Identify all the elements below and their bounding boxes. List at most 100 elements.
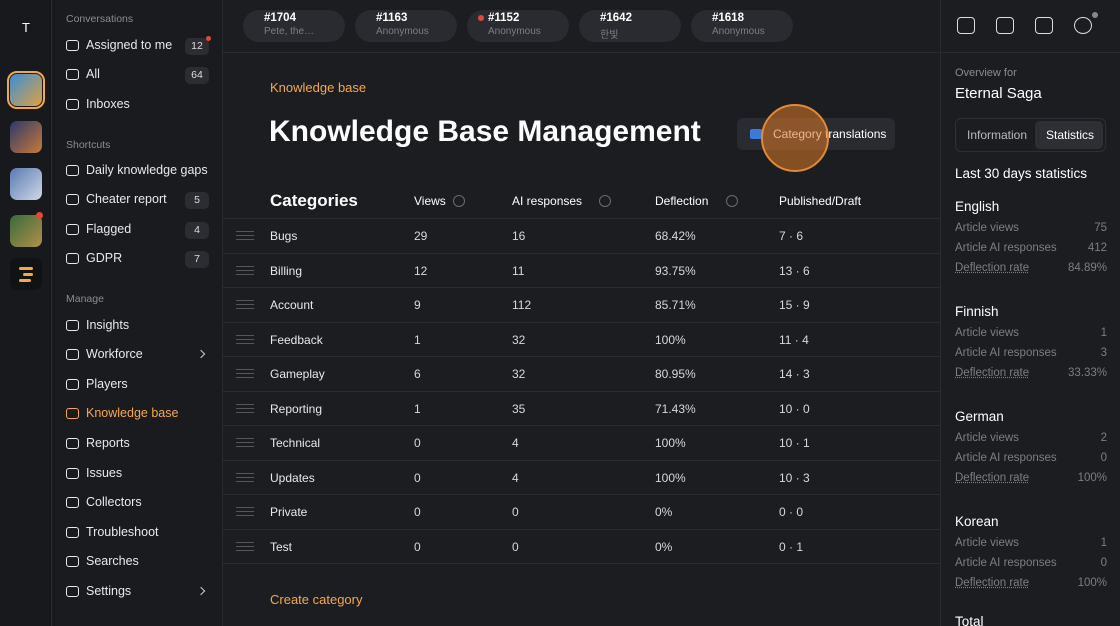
count-badge: 4 [185,222,209,239]
game-avatar[interactable] [10,215,42,247]
nav-item[interactable]: Knowledge base [86,406,179,420]
game-avatar[interactable] [7,71,45,109]
drag-handle[interactable] [236,511,254,512]
nav-item[interactable]: Reports [86,436,130,450]
conversation-tab[interactable] [579,10,681,42]
nav-item[interactable]: Issues [86,466,123,480]
toolbar-icon[interactable] [1035,17,1053,34]
tab-subtitle: Anonymous [376,26,429,37]
create-category[interactable]: Create category [270,592,363,607]
icon [66,527,79,538]
nav-item[interactable]: Searches [86,554,139,568]
panel-tab[interactable]: Statistics [1046,128,1095,142]
overview-name: Eternal Saga [955,85,1042,102]
nav-item[interactable]: Collectors [86,495,142,509]
nav-item[interactable]: Settings [86,584,132,598]
conversation-tab[interactable] [691,10,793,42]
drag-handle[interactable] [236,231,254,232]
drag-handle[interactable] [236,442,254,443]
touch-indicator [761,104,829,172]
drag-handle[interactable] [236,308,254,309]
drag-handle[interactable] [236,377,254,378]
drag-handle[interactable] [236,239,254,240]
help-icon[interactable] [453,195,465,207]
game-avatar[interactable] [10,121,42,153]
nav-item[interactable]: Daily knowledge gaps [86,163,208,177]
drag-handle[interactable] [236,273,254,275]
icon [66,468,79,479]
workspace-initial[interactable]: T [22,20,30,35]
drag-handle[interactable] [236,549,254,551]
drag-handle[interactable] [236,373,254,374]
toolbar-icon[interactable] [996,17,1014,34]
drag-handle[interactable] [236,342,254,344]
cell: 1 [414,401,421,416]
stat-value: 100% [1077,577,1107,589]
nav-item[interactable]: Flagged [86,222,132,236]
nav-item[interactable]: All [86,67,100,81]
drag-handle[interactable] [236,545,254,547]
app-logo[interactable] [10,258,42,290]
column-header: AI responses [512,194,583,208]
drag-handle[interactable] [236,472,254,474]
drag-handle[interactable] [236,269,254,271]
conversation-tab[interactable] [243,10,345,42]
cell: 32 [512,332,526,347]
drag-handle[interactable] [236,515,254,516]
stats-title: Last 30 days statistics [955,166,1088,181]
breadcrumb[interactable]: Knowledge base [270,80,367,95]
drag-handle[interactable] [236,265,254,267]
icon [66,408,79,419]
toolbar-icon[interactable] [1074,17,1092,34]
drag-handle[interactable] [236,411,254,413]
cell: Test [270,539,293,554]
drag-handle[interactable] [236,300,254,301]
translate-icon [750,129,762,139]
cell: Gameplay [270,367,325,381]
drag-handle[interactable] [236,480,254,482]
drag-handle[interactable] [236,369,254,370]
game-avatar[interactable] [10,168,42,200]
panel-tab-active[interactable] [1035,121,1103,149]
drag-handle[interactable] [236,407,254,409]
nav-item[interactable]: Cheater report [86,192,167,206]
cell: 0 [414,539,421,554]
conversation-tab[interactable] [467,10,569,42]
cell: 10 · 1 [779,436,810,450]
tab-id: #1152 [488,12,520,24]
drag-handle[interactable] [236,235,254,236]
drag-handle[interactable] [236,403,254,405]
stat-label: Article AI responses [955,452,1057,464]
nav-item[interactable]: GDPR [86,251,123,265]
toolbar-icon[interactable] [957,17,975,34]
column-header: Views [414,194,446,208]
drag-handle[interactable] [236,438,254,439]
nav-item[interactable]: Workforce [86,347,143,361]
tab-id: #1163 [376,12,408,24]
drag-handle[interactable] [236,476,254,478]
cell: 16 [512,229,526,243]
drag-handle[interactable] [236,541,254,543]
nav-item[interactable]: Troubleshoot [86,525,159,539]
drag-handle[interactable] [236,446,254,447]
conversation-tab[interactable] [355,10,457,42]
cell: 0 [414,470,421,485]
drag-handle[interactable] [236,304,254,305]
icon [66,497,79,508]
cell: 112 [512,298,532,312]
drag-handle[interactable] [236,334,254,336]
nav-item[interactable]: Players [86,377,128,391]
icon [66,99,79,110]
stat-label: Article AI responses [955,242,1057,254]
panel-tab[interactable]: Information [967,128,1028,142]
help-icon[interactable] [599,195,611,207]
tab-subtitle: Anonymous [712,26,765,37]
nav-item[interactable]: Inboxes [86,97,130,111]
stat-value: 2 [1100,432,1107,444]
nav-item[interactable]: Assigned to me [86,38,173,52]
drag-handle[interactable] [236,338,254,340]
nav-item[interactable]: Insights [86,318,130,332]
help-icon[interactable] [726,195,738,207]
drag-handle[interactable] [236,507,254,508]
count-badge: 7 [185,251,209,268]
